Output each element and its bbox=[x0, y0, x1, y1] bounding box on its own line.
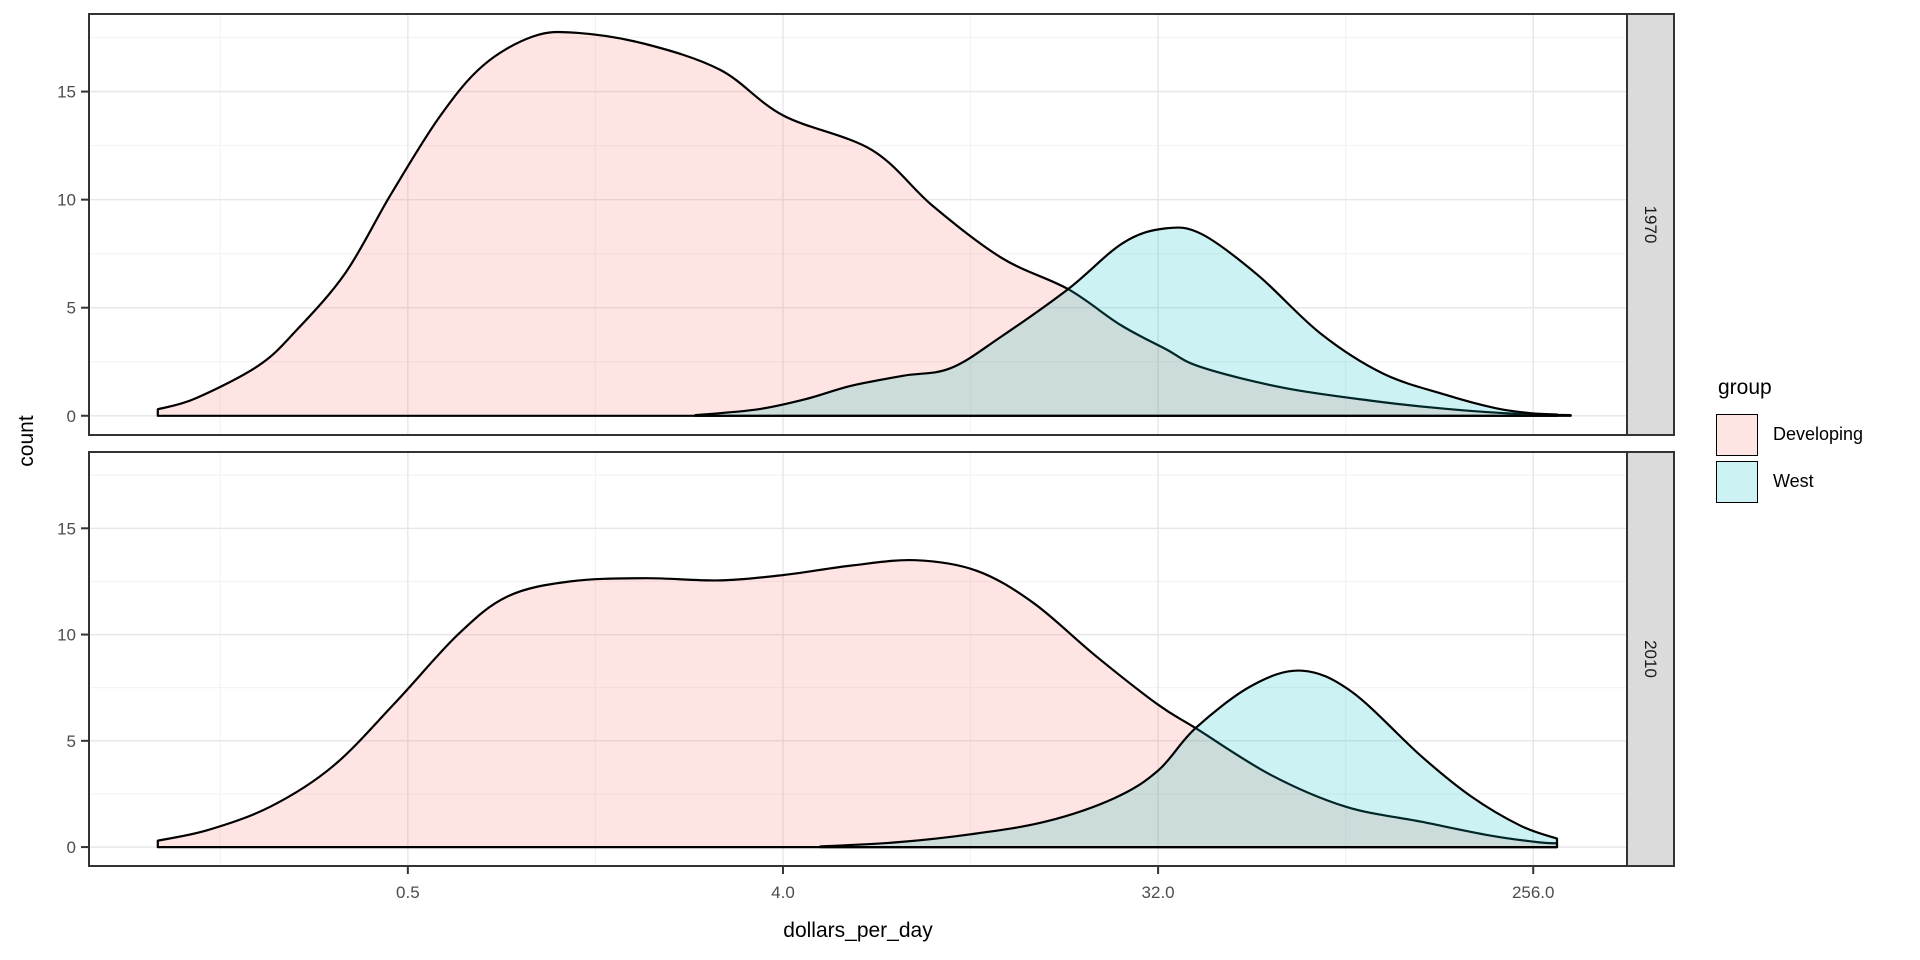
y-tick-label: 0 bbox=[67, 838, 76, 857]
y-tick-label: 15 bbox=[57, 519, 76, 538]
panel-background-2010 bbox=[89, 452, 1627, 866]
density-curves-1970 bbox=[156, 30, 1572, 417]
x-axis-title: dollars_per_day bbox=[783, 919, 933, 942]
y-tick-label: 5 bbox=[67, 732, 76, 751]
y-tick-label: 5 bbox=[67, 299, 76, 318]
y-tick-label: 10 bbox=[57, 626, 76, 645]
x-tick-label: 0.5 bbox=[396, 883, 420, 902]
x-tick-label: 256.0 bbox=[1512, 883, 1555, 902]
legend-key-west-swatch bbox=[1716, 460, 1758, 503]
facet-strip-label-1970: 1970 bbox=[1641, 206, 1660, 244]
density-area-developing-2010 bbox=[156, 558, 1559, 849]
x-tick-label: 4.0 bbox=[771, 883, 795, 902]
legend-key-developing-swatch bbox=[1716, 413, 1758, 456]
legend-title: group bbox=[1718, 376, 1772, 399]
facet-strip-2010 bbox=[1626, 451, 1675, 867]
legend-item-developing: Developing bbox=[1716, 413, 1863, 456]
y-tick-label: 15 bbox=[57, 83, 76, 102]
density-area-west-2010 bbox=[819, 669, 1559, 849]
y-axis-title: count bbox=[15, 415, 38, 467]
y-tick-label: 10 bbox=[57, 191, 76, 210]
density-curves-2010 bbox=[156, 558, 1559, 849]
legend-label-developing: Developing bbox=[1773, 424, 1864, 444]
density-area-developing-1970 bbox=[156, 30, 1572, 417]
density-area-west-1970 bbox=[694, 226, 1559, 417]
y-tick-label: 0 bbox=[67, 407, 76, 426]
x-tick-label: 32.0 bbox=[1142, 883, 1175, 902]
legend: group Developing West bbox=[1716, 376, 1863, 507]
panel-background-1970 bbox=[89, 14, 1627, 435]
facet-strip-label-2010: 2010 bbox=[1641, 640, 1660, 678]
legend-item-west: West bbox=[1716, 460, 1863, 503]
legend-label-west: West bbox=[1773, 471, 1814, 491]
facet-strip-1970 bbox=[1626, 13, 1675, 436]
